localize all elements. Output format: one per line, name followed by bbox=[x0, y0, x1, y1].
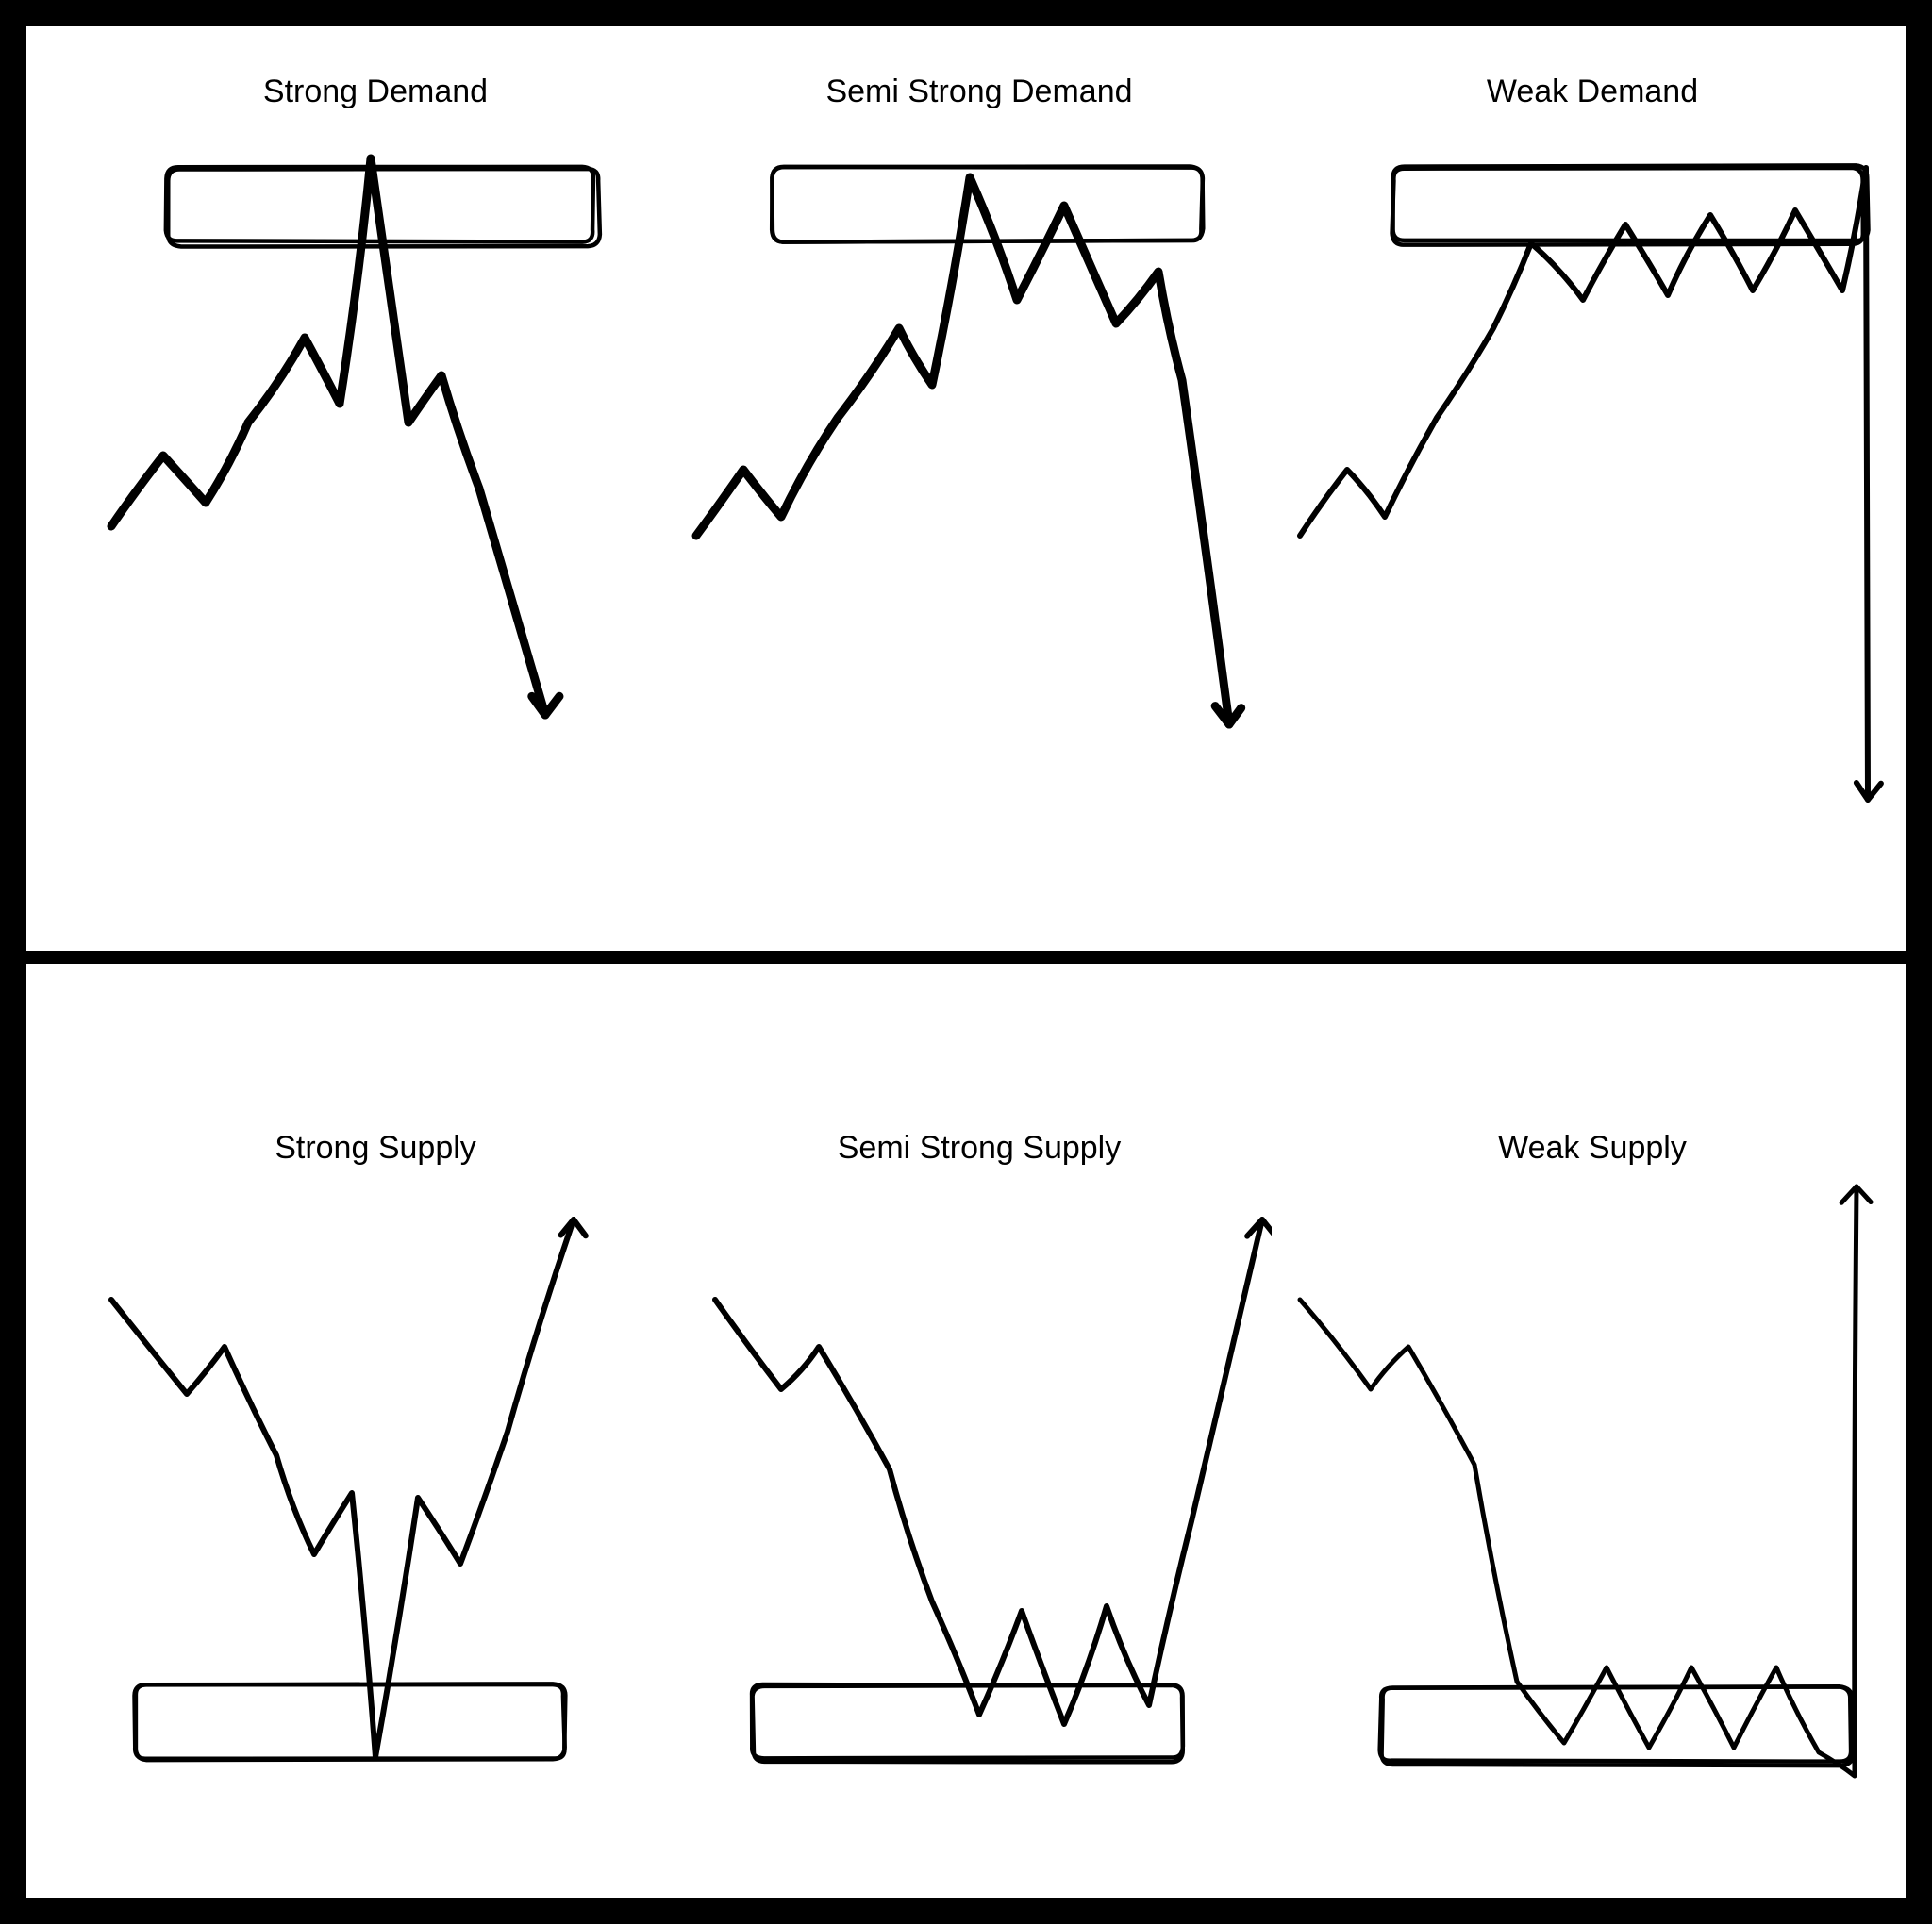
sketch-weak-supply bbox=[1291, 1064, 1894, 1866]
panel-weak-demand: Weak Demand bbox=[1291, 45, 1894, 894]
horizontal-divider bbox=[26, 951, 1906, 964]
sketch-semi-strong-supply bbox=[687, 1064, 1272, 1866]
diagram-frame: Strong Demand Semi Strong Demand Weak De… bbox=[0, 0, 1932, 1924]
panel-weak-supply: Weak Supply bbox=[1291, 1064, 1894, 1866]
panel-semi-strong-supply: Semi Strong Supply bbox=[687, 1064, 1272, 1866]
sketch-weak-demand bbox=[1291, 45, 1894, 894]
panel-strong-supply: Strong Supply bbox=[83, 1064, 668, 1866]
sketch-semi-strong-demand bbox=[687, 45, 1272, 894]
panel-strong-demand: Strong Demand bbox=[83, 45, 668, 894]
panel-semi-strong-demand: Semi Strong Demand bbox=[687, 45, 1272, 894]
sketch-strong-supply bbox=[83, 1064, 668, 1866]
sketch-strong-demand bbox=[83, 45, 668, 894]
